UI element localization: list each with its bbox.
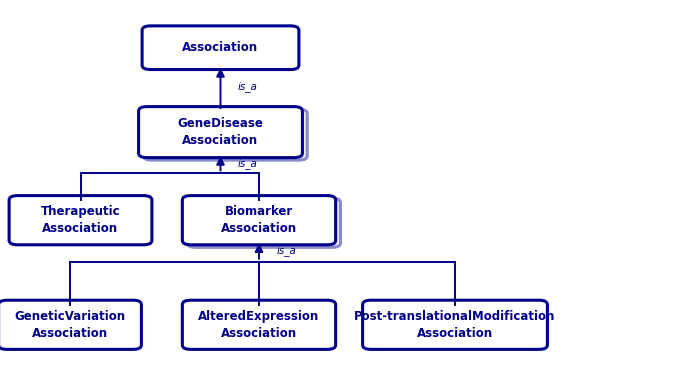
FancyBboxPatch shape <box>139 106 302 158</box>
FancyBboxPatch shape <box>9 196 152 245</box>
FancyBboxPatch shape <box>363 300 547 349</box>
Text: Association: Association <box>183 41 258 54</box>
FancyBboxPatch shape <box>187 198 340 247</box>
Text: is_a: is_a <box>276 246 296 257</box>
Text: Biomarker
Association: Biomarker Association <box>221 205 297 235</box>
Text: is_a: is_a <box>238 158 258 169</box>
Text: GeneticVariation
Association: GeneticVariation Association <box>15 310 125 340</box>
FancyBboxPatch shape <box>142 26 299 70</box>
Text: Post-translationalModification
Association: Post-translationalModification Associati… <box>354 310 556 340</box>
FancyBboxPatch shape <box>144 109 307 160</box>
FancyBboxPatch shape <box>0 300 141 349</box>
FancyBboxPatch shape <box>182 196 335 245</box>
FancyBboxPatch shape <box>182 300 335 349</box>
Text: Therapeutic
Association: Therapeutic Association <box>41 205 120 235</box>
Text: is_a: is_a <box>238 81 258 92</box>
Text: GeneDisease
Association: GeneDisease Association <box>178 117 263 147</box>
Text: AlteredExpression
Association: AlteredExpression Association <box>198 310 320 340</box>
